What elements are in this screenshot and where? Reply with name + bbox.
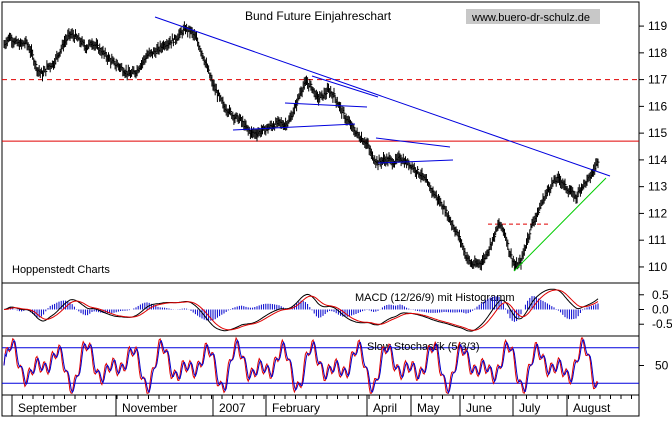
macd-y-tick-label: -0.5 bbox=[652, 317, 672, 331]
x-tick-label: July bbox=[519, 401, 540, 415]
stoch-d-line bbox=[3, 339, 599, 395]
stoch-y-tick-label: 50 bbox=[655, 359, 669, 373]
y-tick-label: 119 bbox=[648, 19, 667, 33]
pattern-line bbox=[284, 102, 368, 108]
pattern-line bbox=[375, 137, 451, 148]
x-tick-label: February bbox=[272, 401, 320, 415]
x-tick-label: September bbox=[18, 401, 77, 415]
downtrend-line bbox=[154, 16, 611, 177]
y-tick-label: 117 bbox=[648, 73, 667, 87]
y-tick-label: 112 bbox=[648, 206, 667, 220]
y-tick-label: 116 bbox=[648, 99, 667, 113]
x-tick-label: August bbox=[573, 401, 611, 415]
y-tick-label: 111 bbox=[648, 233, 667, 247]
y-tick-label: 115 bbox=[648, 126, 667, 140]
x-tick-label: November bbox=[122, 401, 177, 415]
pattern-line bbox=[377, 159, 454, 164]
y-tick-label: 118 bbox=[648, 46, 667, 60]
stoch-title: Slow Stochastik (5/3/3) bbox=[367, 341, 480, 353]
uptrend-line bbox=[513, 177, 607, 272]
macd-title: MACD (12/26/9) mit Histogramm bbox=[355, 292, 515, 304]
watermark: www.buero-dr-schulz.de bbox=[471, 12, 590, 24]
pattern-line bbox=[232, 123, 356, 131]
macd-line bbox=[3, 288, 599, 332]
x-tick-label: June bbox=[466, 401, 492, 415]
source-label: Hoppenstedt Charts bbox=[12, 264, 110, 276]
x-axis-frame bbox=[1, 394, 640, 417]
macd-y-tick-label: 0.5 bbox=[652, 288, 669, 302]
y-tick-label: 113 bbox=[648, 180, 667, 194]
macd-signal-line bbox=[4, 289, 599, 331]
y-tick-label: 114 bbox=[648, 153, 667, 167]
price-bars bbox=[3, 21, 600, 271]
pattern-line bbox=[311, 75, 379, 98]
x-tick-label: 2007 bbox=[219, 401, 246, 415]
macd-y-tick-label: 0.0 bbox=[652, 303, 669, 317]
y-tick-label: 110 bbox=[648, 260, 667, 274]
x-tick-label: April bbox=[373, 401, 397, 415]
chart-title: Bund Future Einjahreschart bbox=[245, 9, 392, 23]
x-tick-label: May bbox=[417, 401, 440, 415]
watermark-box bbox=[466, 9, 600, 24]
